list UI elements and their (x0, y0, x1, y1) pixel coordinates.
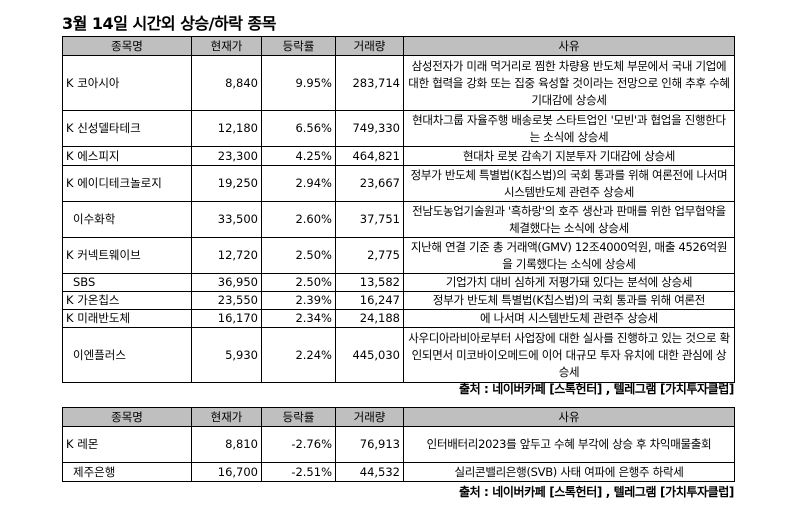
stock-price: 8,840 (191, 55, 262, 111)
stock-price: 23,300 (191, 146, 262, 166)
table-row: SBS 36,950 2.50% 13,582 기업가치 대비 심하게 저평가돼… (62, 273, 735, 292)
stock-reason: 정부가 반도체 특별법(K칩스법)의 국회 통과를 위해 여론전에 나서며 시스… (403, 165, 735, 202)
stock-change: 4.25% (261, 146, 336, 166)
stock-price: 8,810 (191, 426, 262, 463)
stock-reason: 정부가 반도체 특별법(K칩스법)의 국회 통과를 위해 여론전 (403, 291, 735, 310)
stock-volume: 37,751 (335, 201, 404, 238)
table-header-row: 종목명 현재가 등락률 거래량 사유 (62, 36, 735, 56)
stock-change: 2.50% (261, 273, 336, 292)
stock-change: 9.95% (261, 55, 336, 111)
table-row: K 에스피지 23,300 4.25% 464,821 현대차 로봇 감속기 지… (62, 146, 735, 166)
stock-volume: 24,188 (335, 309, 404, 328)
stock-price: 19,250 (191, 165, 262, 202)
stock-volume: 749,330 (335, 110, 404, 147)
header-reason: 사유 (403, 36, 735, 56)
header-name: 종목명 (62, 407, 192, 427)
stock-name: 이엔플러스 (62, 327, 192, 383)
page-title: 3월 14일 시간외 상승/하락 종목 (62, 14, 276, 33)
table-row: K 레몬 8,810 -2.76% 76,913 인터배터리2023를 앞두고 … (62, 426, 735, 463)
stock-reason: 기업가치 대비 심하게 저평가돼 있다는 분석에 상승세 (403, 273, 735, 292)
stock-reason: 지난해 연결 기준 총 거래액(GMV) 12조4000억원, 매출 4526억… (403, 237, 735, 274)
table-row: K 신성델타테크 12,180 6.56% 749,330 현대차그룹 자율주행… (62, 110, 735, 147)
stock-name: K 에이디테크놀로지 (62, 165, 192, 202)
header-volume: 거래량 (335, 36, 404, 56)
table-row: K 미래반도체 16,170 2.34% 24,188 에 나서며 시스템반도체… (62, 309, 735, 328)
stock-change: 2.50% (261, 237, 336, 274)
stock-price: 23,550 (191, 291, 262, 310)
stock-reason: 실리콘밸리은행(SVB) 사태 여파에 은행주 하락세 (403, 462, 735, 482)
stock-change: -2.76% (261, 426, 336, 463)
stock-price: 36,950 (191, 273, 262, 292)
stock-change: 2.24% (261, 327, 336, 383)
table-row: 제주은행 16,700 -2.51% 44,532 실리콘밸리은행(SVB) 사… (62, 462, 735, 482)
stock-volume: 464,821 (335, 146, 404, 166)
table-header-row: 종목명 현재가 등락률 거래량 사유 (62, 407, 735, 427)
stock-change: 2.34% (261, 309, 336, 328)
stock-change: 2.60% (261, 201, 336, 238)
table-row: 이엔플러스 5,930 2.24% 445,030 사우디아라비아로부터 사업장… (62, 327, 735, 383)
header-change: 등락률 (261, 36, 336, 56)
source-note: 출처 : 네이버카페 [스톡헌터] , 텔레그램 [가치투자클럽] (458, 382, 734, 396)
header-change: 등락률 (261, 407, 336, 427)
header-price: 현재가 (191, 36, 262, 56)
stock-name: K 코아시아 (62, 55, 192, 111)
stock-change: 6.56% (261, 110, 336, 147)
stock-reason: 사우디아라비아로부터 사업장에 대한 실사를 진행하고 있는 것으로 확인되면서… (403, 327, 735, 383)
stock-price: 5,930 (191, 327, 262, 383)
stock-name: 제주은행 (62, 462, 192, 482)
stock-volume: 445,030 (335, 327, 404, 383)
stock-name: K 커넥트웨이브 (62, 237, 192, 274)
stock-name: 이수화학 (62, 201, 192, 238)
stock-reason: 인터배터리2023를 앞두고 수혜 부각에 상승 후 차익매물출회 (403, 426, 735, 463)
stock-volume: 16,247 (335, 291, 404, 310)
stock-name: K 레몬 (62, 426, 192, 463)
stock-volume: 23,667 (335, 165, 404, 202)
stock-price: 16,700 (191, 462, 262, 482)
stock-volume: 44,532 (335, 462, 404, 482)
stock-change: 2.39% (261, 291, 336, 310)
stock-reason: 현대차그룹 자율주행 배송로봇 스타트업인 '모빈'과 협업을 진행한다는 소식… (403, 110, 735, 147)
source-note: 출처 : 네이버카페 [스톡헌터] , 텔레그램 [가치투자클럽] (458, 485, 734, 499)
table-row: K 코아시아 8,840 9.95% 283,714 삼성전자가 미래 먹거리로… (62, 55, 735, 111)
header-price: 현재가 (191, 407, 262, 427)
falling-stocks-table: 종목명 현재가 등락률 거래량 사유 K 레몬 8,810 -2.76% 76,… (62, 407, 735, 482)
stock-price: 33,500 (191, 201, 262, 238)
rising-stocks-table: 종목명 현재가 등락률 거래량 사유 K 코아시아 8,840 9.95% 28… (62, 36, 735, 383)
stock-reason: 삼성전자가 미래 먹거리로 찜한 차량용 반도체 부문에서 국내 기업에 대한 … (403, 55, 735, 111)
table-row: K 커넥트웨이브 12,720 2.50% 2,775 지난해 연결 기준 총 … (62, 237, 735, 274)
stock-reason: 현대차 로봇 감속기 지분투자 기대감에 상승세 (403, 146, 735, 166)
stock-name: K 미래반도체 (62, 309, 192, 328)
table-row: 이수화학 33,500 2.60% 37,751 전남도농업기술원과 '흑하랑'… (62, 201, 735, 238)
stock-volume: 76,913 (335, 426, 404, 463)
stock-change: -2.51% (261, 462, 336, 482)
stock-volume: 283,714 (335, 55, 404, 111)
stock-name: SBS (62, 273, 192, 292)
table-row: K 에이디테크놀로지 19,250 2.94% 23,667 정부가 반도체 특… (62, 165, 735, 202)
stock-price: 12,180 (191, 110, 262, 147)
stock-price: 12,720 (191, 237, 262, 274)
stock-volume: 2,775 (335, 237, 404, 274)
stock-price: 16,170 (191, 309, 262, 328)
stock-reason: 전남도농업기술원과 '흑하랑'의 호주 생산과 판매를 위한 업무협약을 체결했… (403, 201, 735, 238)
stock-name: K 에스피지 (62, 146, 192, 166)
stock-name: K 신성델타테크 (62, 110, 192, 147)
stock-reason: 에 나서며 시스템반도체 관련주 상승세 (403, 309, 735, 328)
stock-name: K 가온칩스 (62, 291, 192, 310)
table-row: K 가온칩스 23,550 2.39% 16,247 정부가 반도체 특별법(K… (62, 291, 735, 310)
stock-volume: 13,582 (335, 273, 404, 292)
stock-change: 2.94% (261, 165, 336, 202)
header-volume: 거래량 (335, 407, 404, 427)
header-name: 종목명 (62, 36, 192, 56)
header-reason: 사유 (403, 407, 735, 427)
